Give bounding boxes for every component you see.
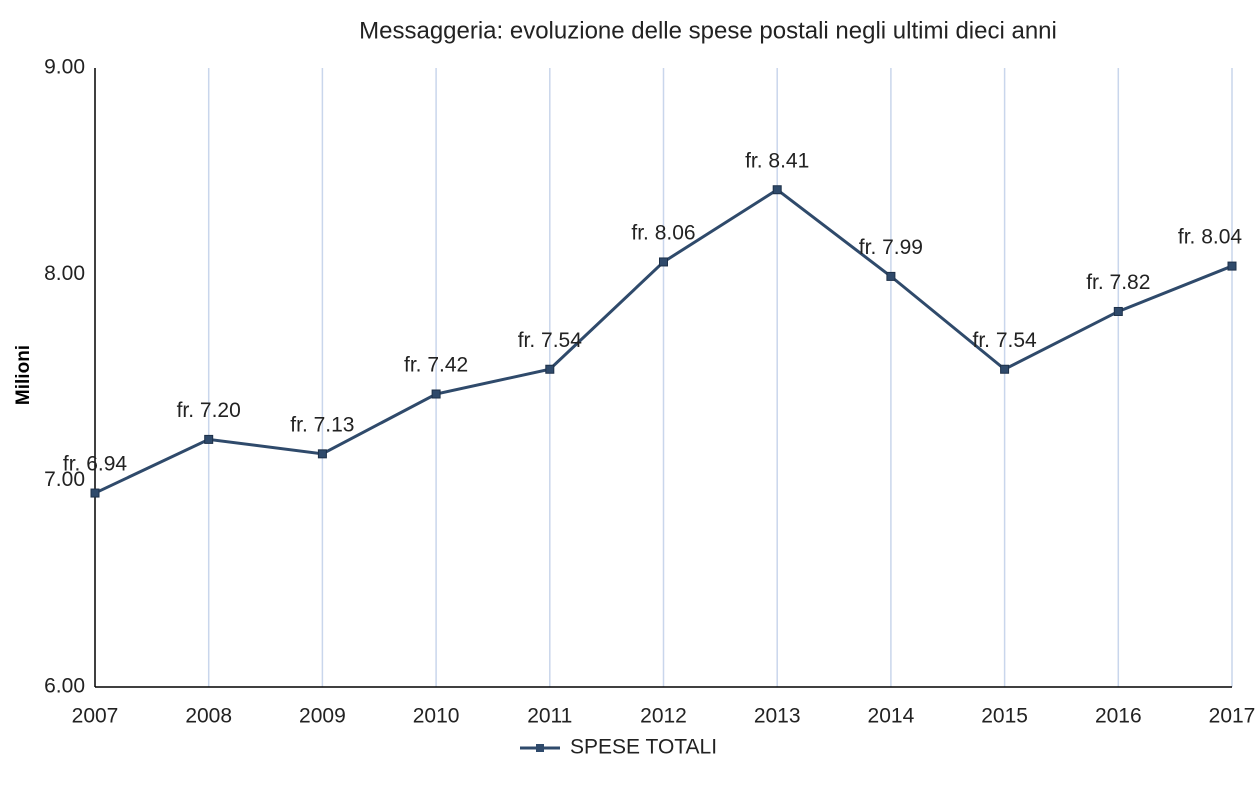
data-label: fr. 7.13 bbox=[290, 413, 354, 436]
legend-marker bbox=[536, 744, 544, 752]
data-point bbox=[1227, 261, 1237, 271]
y-axis-label: Milioni bbox=[13, 345, 34, 405]
data-point bbox=[772, 185, 782, 195]
data-label: fr. 7.20 bbox=[177, 399, 241, 422]
data-point bbox=[1000, 364, 1010, 374]
x-tick-label: 2016 bbox=[1095, 705, 1142, 728]
data-point bbox=[204, 434, 214, 444]
data-point bbox=[886, 271, 896, 281]
data-label: fr. 8.04 bbox=[1178, 226, 1243, 249]
x-tick-label: 2014 bbox=[868, 705, 915, 728]
data-label: fr. 8.41 bbox=[745, 149, 809, 172]
y-tick-label: 6.00 bbox=[44, 675, 85, 698]
x-tick-label: 2010 bbox=[413, 705, 460, 728]
data-point bbox=[659, 257, 668, 267]
y-tick-label: 7.00 bbox=[44, 468, 85, 491]
data-point bbox=[1113, 306, 1123, 316]
data-point bbox=[90, 488, 100, 498]
data-point bbox=[545, 364, 555, 374]
data-label: fr. 7.99 bbox=[859, 236, 923, 259]
x-tick-label: 2013 bbox=[754, 705, 801, 728]
data-label: fr. 7.82 bbox=[1086, 271, 1150, 294]
data-label: fr. 7.54 bbox=[972, 329, 1037, 352]
data-point bbox=[431, 389, 441, 399]
legend-label: SPESE TOTALI bbox=[570, 736, 717, 759]
data-label: fr. 7.42 bbox=[404, 354, 468, 377]
x-tick-label: 2011 bbox=[527, 705, 572, 728]
x-tick-label: 2017 bbox=[1209, 705, 1256, 728]
x-tick-label: 2007 bbox=[72, 705, 119, 728]
data-label: fr. 8.06 bbox=[631, 222, 695, 245]
data-label: fr. 7.54 bbox=[518, 329, 583, 352]
y-tick-label: 8.00 bbox=[44, 262, 85, 285]
x-tick-label: 2012 bbox=[640, 705, 687, 728]
data-label: fr. 6.94 bbox=[63, 453, 128, 476]
chart-title: Messaggeria: evoluzione delle spese post… bbox=[359, 17, 1057, 44]
x-tick-label: 2009 bbox=[299, 705, 346, 728]
x-tick-label: 2008 bbox=[185, 705, 232, 728]
data-point bbox=[317, 449, 327, 459]
y-tick-label: 9.00 bbox=[44, 56, 85, 79]
x-tick-label: 2015 bbox=[981, 705, 1028, 728]
